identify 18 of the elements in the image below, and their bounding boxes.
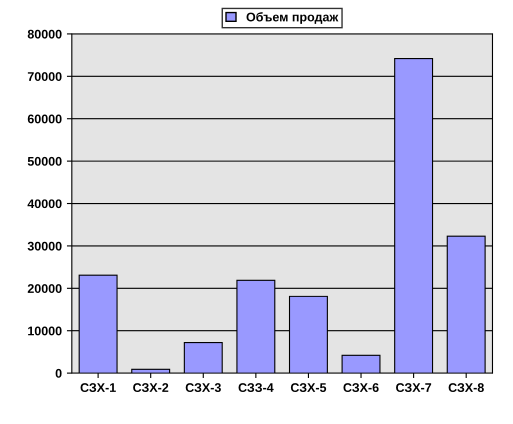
x-tick-label: СЗХ-7 xyxy=(396,383,432,392)
x-tick-label: СЗХ-1 xyxy=(80,383,116,392)
legend-label: Объем продаж xyxy=(246,12,338,24)
y-tick-label: 70000 xyxy=(28,72,62,81)
y-tick-label: 80000 xyxy=(28,30,62,39)
y-tick-label: 30000 xyxy=(28,242,62,251)
y-tick-label: 50000 xyxy=(28,156,62,166)
y-tick-label: 0 xyxy=(56,368,62,378)
x-tick-label: СЗХ-5 xyxy=(290,383,326,392)
x-tick-label: СЗХ-8 xyxy=(448,383,484,392)
y-tick-label: 40000 xyxy=(28,199,62,208)
y-tick-label: 20000 xyxy=(28,284,62,293)
y-tick-label: 60000 xyxy=(28,114,62,124)
x-tick-label: СЗХ-2 xyxy=(133,383,168,392)
x-tick-label: СЗЗ-4 xyxy=(238,383,274,392)
x-tick-label: СЗХ-6 xyxy=(343,383,379,392)
y-tick-label: 10000 xyxy=(28,326,62,336)
x-tick-label: СЗХ-3 xyxy=(186,383,221,392)
